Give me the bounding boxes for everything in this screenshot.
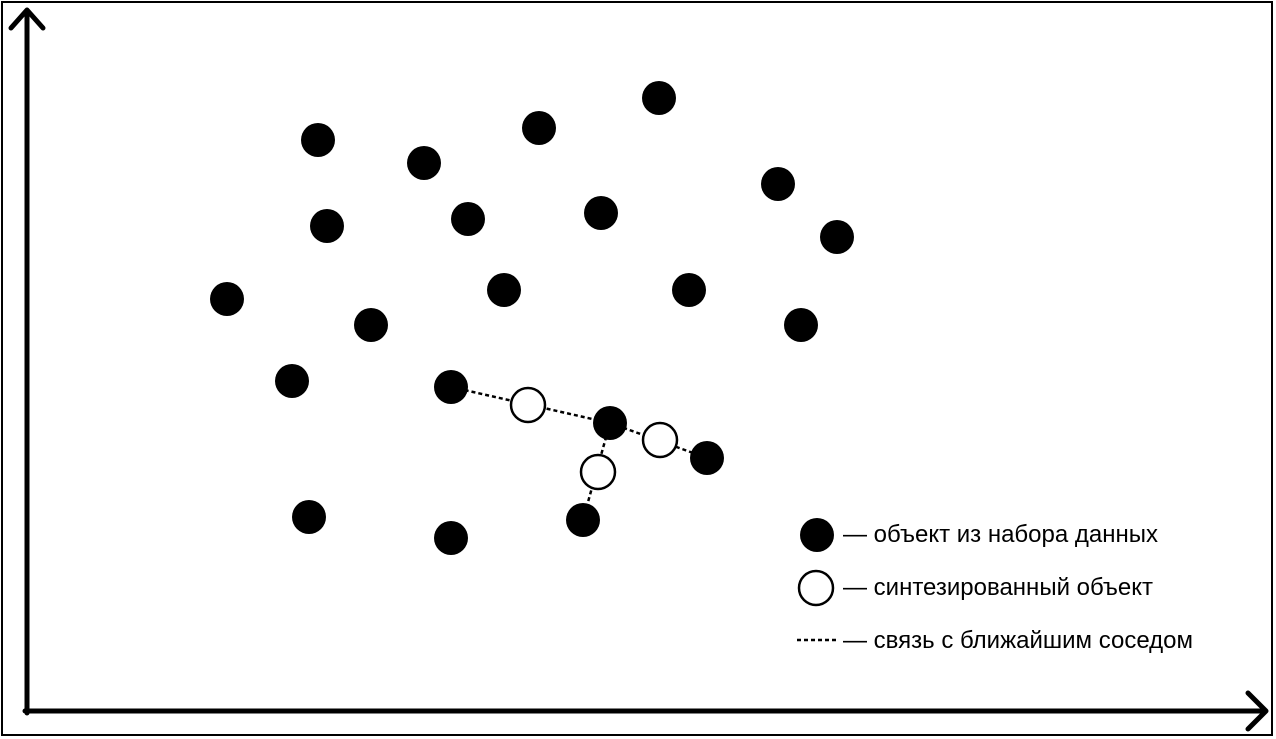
legend-synthesized-label: — синтезированный объект [843, 574, 1154, 601]
synthesized-points [509, 386, 679, 491]
synthesized-point [641, 421, 679, 459]
legend-dataset-marker [800, 518, 834, 552]
dataset-point [690, 441, 724, 475]
x-axis-arrowhead [1245, 690, 1269, 732]
dataset-point [566, 503, 600, 537]
dataset-point [434, 521, 468, 555]
dataset-point [593, 406, 627, 440]
synthesized-point [509, 386, 547, 424]
dataset-point [522, 111, 556, 145]
axes [8, 7, 1269, 732]
dataset-point [487, 273, 521, 307]
legend [797, 518, 837, 642]
y-axis-arrowhead [8, 7, 46, 31]
dataset-point [672, 273, 706, 307]
legend-dataset-label: — объект из набора данных [843, 521, 1158, 548]
dataset-point [275, 364, 309, 398]
dataset-point [761, 167, 795, 201]
dataset-points [210, 81, 854, 555]
dataset-point [310, 209, 344, 243]
neighbor-link [450, 385, 611, 425]
legend-synthesized-marker [797, 569, 835, 607]
dataset-point [354, 308, 388, 342]
dataset-point [210, 282, 244, 316]
dataset-point [820, 220, 854, 254]
dataset-point [407, 146, 441, 180]
dataset-point [784, 308, 818, 342]
dataset-point [301, 123, 335, 157]
dataset-point [434, 370, 468, 404]
synthesized-point [579, 453, 617, 491]
dataset-point [292, 500, 326, 534]
dataset-point [451, 202, 485, 236]
dataset-point [584, 196, 618, 230]
dataset-point [642, 81, 676, 115]
legend-link-label: — связь с ближайшим соседом [843, 627, 1193, 654]
